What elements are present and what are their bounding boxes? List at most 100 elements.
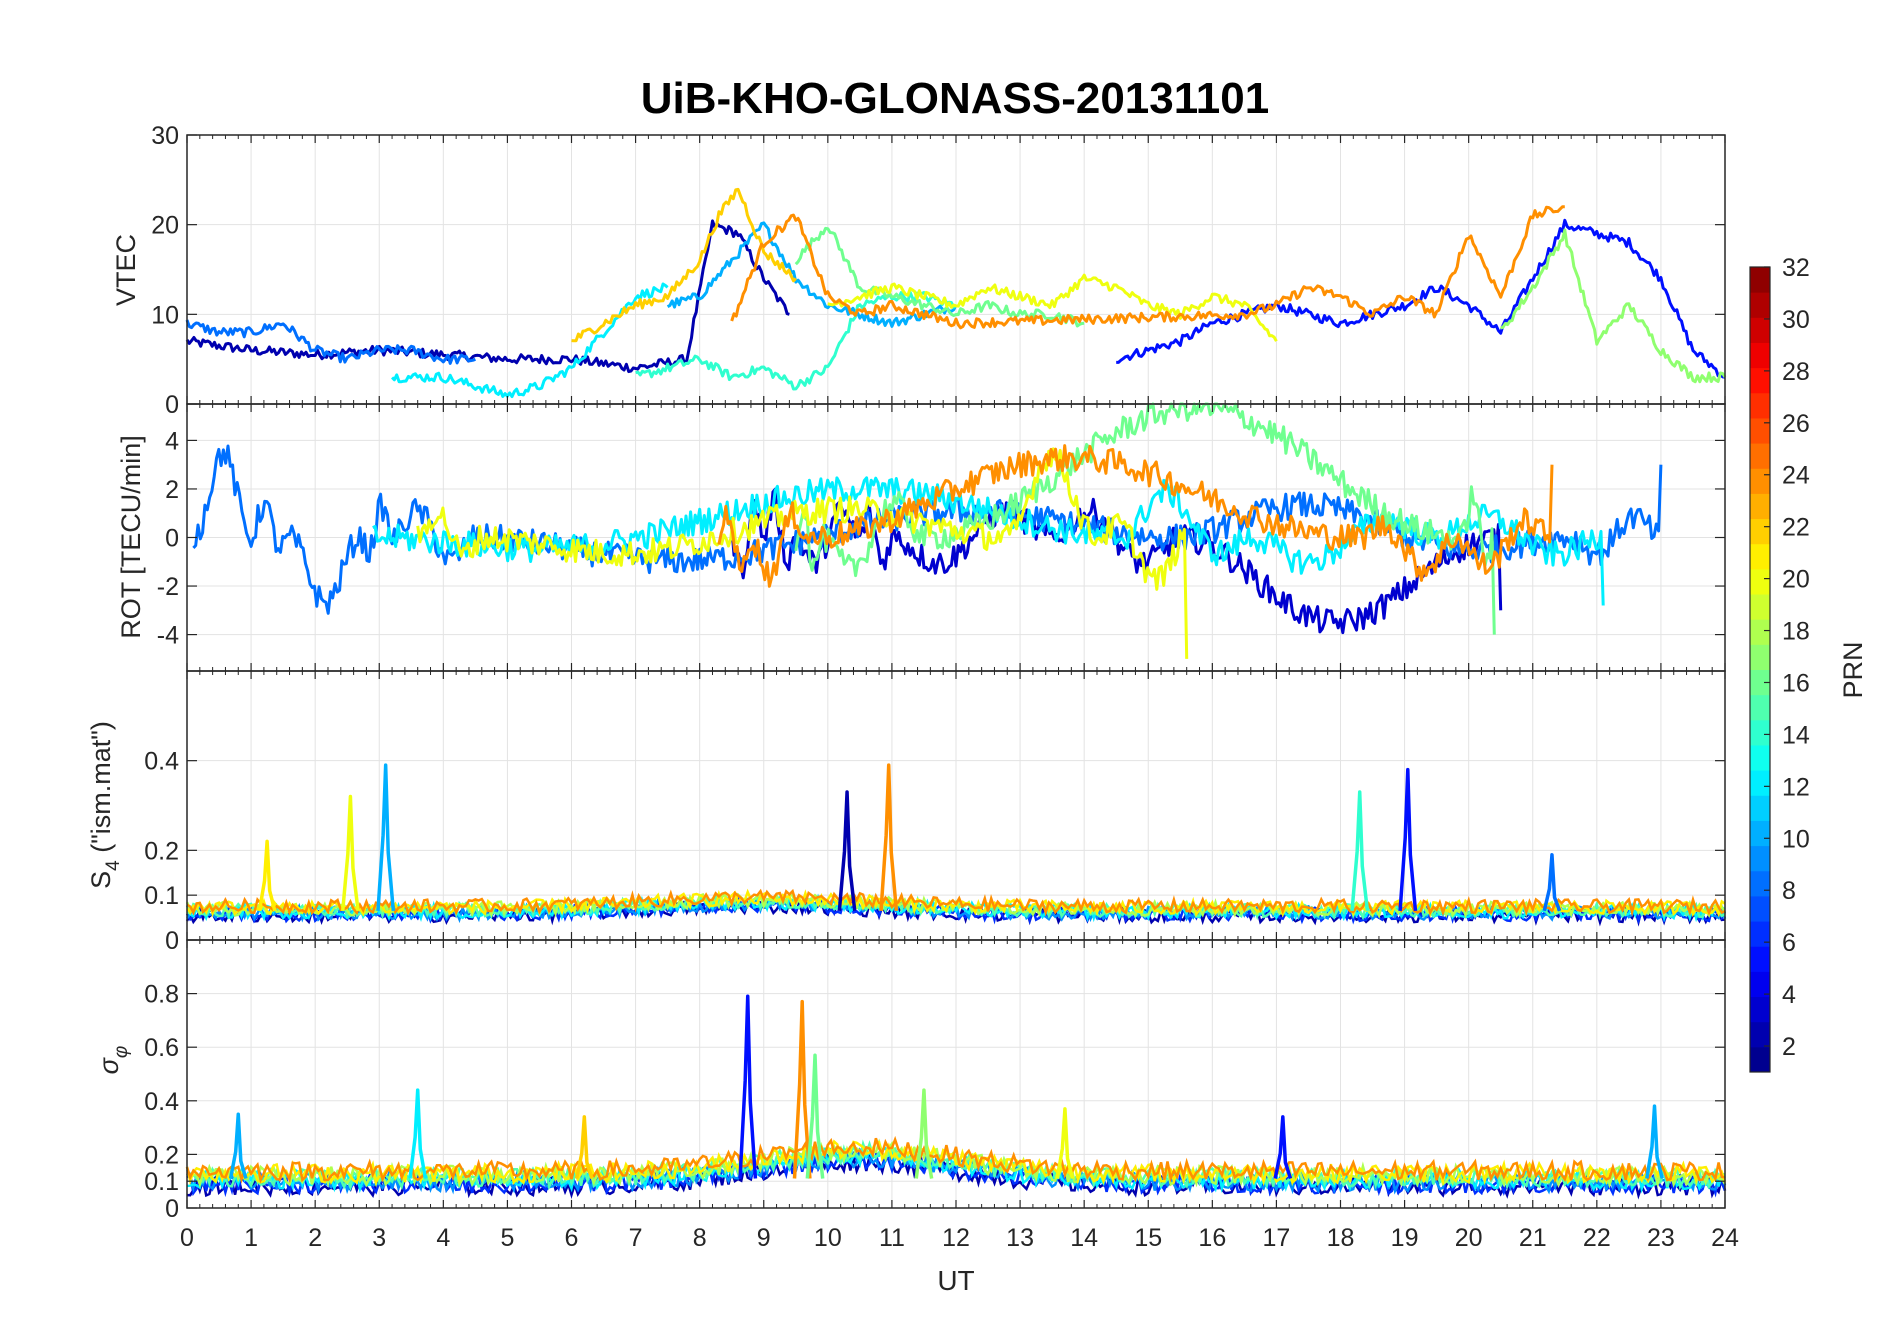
peak-prn-5 [1398, 767, 1418, 912]
colorbar-swatch [1750, 921, 1770, 947]
series-line-prn-24 [717, 444, 1554, 588]
y-tick-label: 0 [165, 1195, 179, 1223]
rot-ylabel: ROT [TECU/min] [116, 435, 146, 639]
x-tick-label: 8 [693, 1224, 707, 1252]
colorbar-swatch [1750, 1021, 1770, 1048]
colorbar-tick-label: 26 [1782, 410, 1810, 438]
colorbar-tick-label: 24 [1782, 462, 1810, 490]
colorbar-swatch [1750, 795, 1770, 821]
x-tick-label: 10 [814, 1224, 842, 1252]
y-tick-label: 4 [165, 427, 179, 455]
peak-prn-10 [1645, 1104, 1664, 1179]
sigma-ticks: 00.10.2 0.4 0.6 0.8 [144, 940, 1726, 1223]
colorbar-swatch [1750, 392, 1770, 419]
x-axis-ticks: 0 1 2 3 4 5 6 7 8 9 10 11 12 13 14 15 16 17 18 19 20 21 22 23 24 [180, 1224, 1739, 1252]
x-tick-label: 13 [1006, 1224, 1034, 1252]
x-axis-label: UT [937, 1265, 974, 1296]
colorbar-swatch [1750, 719, 1770, 746]
series-line-prn-2 [185, 219, 790, 374]
colorbar-swatch [1750, 971, 1770, 998]
colorbar-tick-label: 6 [1782, 929, 1796, 957]
x-tick-label: 22 [1583, 1224, 1611, 1252]
vtec-ticks: 0 10 20 30 [151, 122, 1726, 419]
x-tick-label: 12 [942, 1224, 970, 1252]
colorbar-swatch [1750, 267, 1770, 293]
y-tick-label: 0.4 [144, 1088, 179, 1116]
peak-prn-20 [340, 794, 360, 912]
series-line-prn-16 [794, 226, 1085, 328]
baseline-prn-24 [186, 888, 1726, 917]
y-tick-label: 0.1 [144, 882, 179, 910]
x-tick-label: 7 [629, 1224, 643, 1252]
x-tick-label: 2 [308, 1224, 322, 1252]
peak-prn-17 [914, 1088, 934, 1179]
colorbar-swatch [1750, 644, 1770, 670]
colorbar-tick-label: 20 [1782, 566, 1810, 594]
peak-prn-22 [574, 1115, 594, 1180]
colorbar-swatch [1750, 996, 1770, 1023]
sigma-ylabel: σφ [94, 1046, 132, 1075]
colorbar-tick-label: 28 [1782, 358, 1810, 386]
colorbar-swatch [1750, 694, 1770, 721]
series-line-prn-10 [666, 221, 958, 328]
peak-prn-10 [376, 763, 396, 912]
s4-ylabel-main: S [86, 871, 116, 889]
y-tick-label: 0.1 [144, 1168, 179, 1196]
y-tick-label: 0.2 [144, 837, 179, 865]
y-tick-label: 30 [151, 122, 179, 150]
colorbar-tick-label: 8 [1782, 877, 1796, 905]
colorbar-tick-label: 30 [1782, 306, 1810, 334]
peak-prn-2 [837, 790, 857, 912]
peak-prn-24 [879, 763, 899, 912]
panel-rot: -4 -2 0 2 4 ROT [TECU/min] [116, 402, 1726, 672]
colorbar-swatch [1750, 870, 1770, 897]
x-tick-label: 4 [436, 1224, 450, 1252]
y-tick-label: -4 [157, 622, 179, 650]
y-tick-label: 0.6 [144, 1034, 179, 1062]
colorbar-tick-label: 12 [1782, 773, 1810, 801]
x-tick-label: 9 [757, 1224, 771, 1252]
colorbar-blocks [1750, 267, 1770, 1073]
chart-title: UiB-KHO-GLONASS-20131101 [641, 74, 1269, 123]
x-tick-label: 20 [1455, 1224, 1483, 1252]
s4-series [185, 763, 1727, 927]
sigma-ylabel-main: σ [94, 1056, 124, 1074]
y-tick-label: 0 [165, 391, 179, 419]
colorbar-swatch [1750, 669, 1770, 696]
colorbar-tick-label: 16 [1782, 669, 1810, 697]
y-tick-label: -2 [157, 573, 179, 601]
peak-prn-20 [1055, 1107, 1075, 1179]
panel-s4: 0 0.1 0.2 0.4 S4 ("ism.mat") [86, 670, 1727, 955]
series-line-prn-8 [185, 319, 476, 365]
x-tick-label: 23 [1647, 1224, 1675, 1252]
colorbar-swatch [1750, 845, 1770, 872]
y-tick-label: 0 [165, 927, 179, 955]
colorbar-tick-label: 14 [1782, 721, 1810, 749]
colorbar-swatch [1750, 468, 1770, 494]
colorbar-tick-label: 10 [1782, 825, 1810, 853]
vtec-series [185, 187, 1727, 399]
peak-prn-5 [738, 994, 758, 1179]
s4-ylabel-sub: 4 [103, 860, 124, 871]
x-tick-label: 6 [565, 1224, 579, 1252]
colorbar-tick-label: 2 [1782, 1033, 1796, 1061]
x-tick-label: 21 [1519, 1224, 1547, 1252]
x-tick-label: 11 [879, 1224, 905, 1252]
y-tick-label: 20 [151, 212, 179, 240]
series-line-prn-20 [827, 273, 1278, 342]
colorbar-tick-label: 18 [1782, 618, 1810, 646]
series-line-prn-24 [730, 205, 1565, 330]
series-line-prn-14 [635, 290, 957, 391]
series-line-prn-17 [1500, 228, 1727, 384]
colorbar-swatch [1750, 417, 1770, 444]
x-tick-label: 18 [1327, 1224, 1355, 1252]
peak-prn-24 [792, 999, 812, 1179]
colorbar-swatch [1750, 744, 1770, 771]
colorbar-swatch [1750, 367, 1770, 394]
x-tick-label: 3 [372, 1224, 386, 1252]
vtec-grid [186, 134, 1726, 405]
colorbar-box [1749, 266, 1771, 1073]
x-tick-label: 0 [180, 1224, 194, 1252]
